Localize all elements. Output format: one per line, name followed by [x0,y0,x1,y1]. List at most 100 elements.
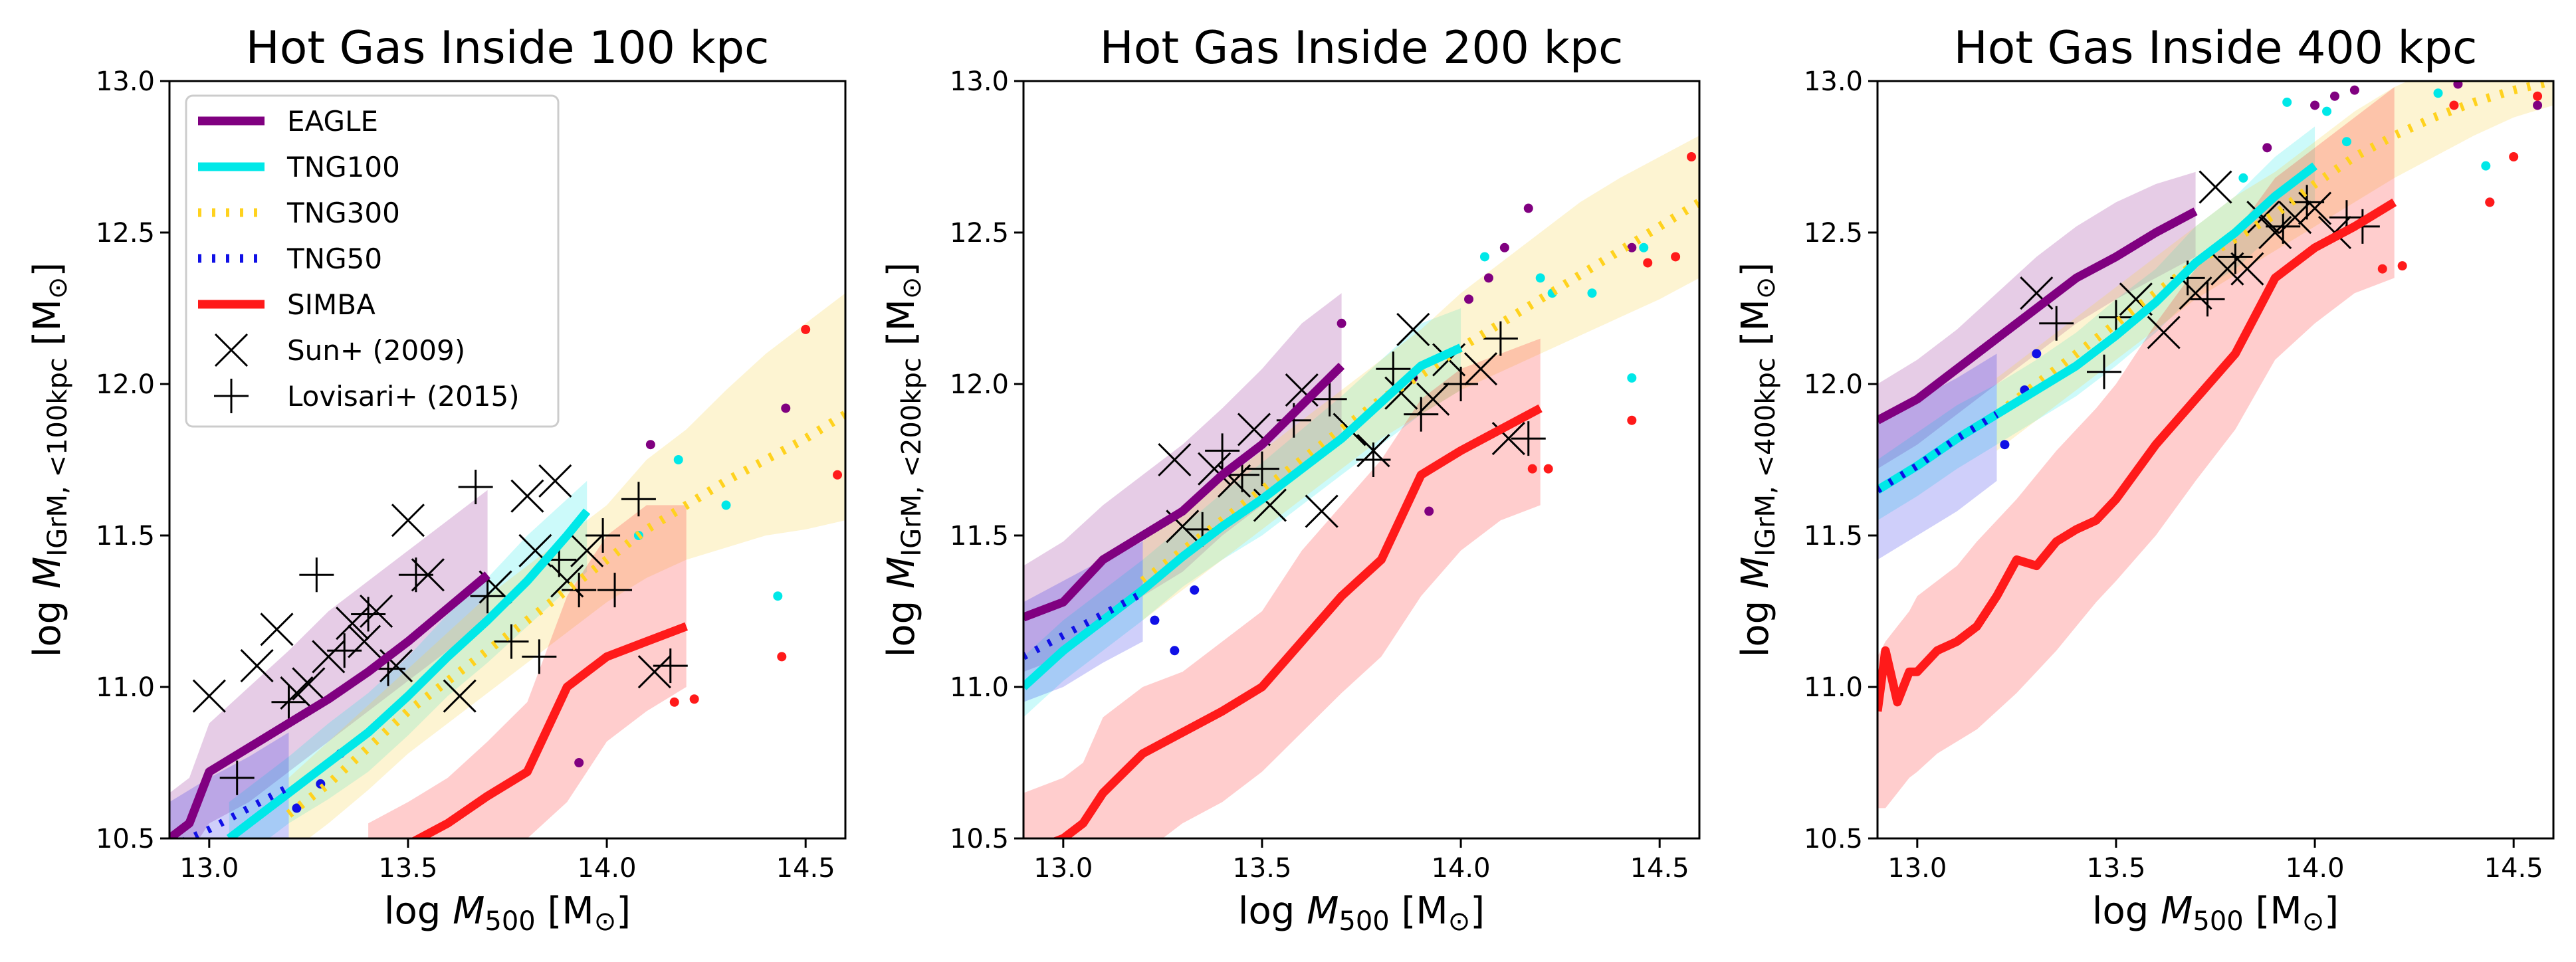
point-tng50 [2032,349,2042,359]
sun-marker [2179,276,2212,310]
lovisari-marker [219,760,255,795]
x-axis-label: log M500 [M⊙] [1238,890,1485,937]
legend-label: Lovisari+ (2015) [287,380,520,413]
point-simba [801,324,811,334]
y-axis-label: log MIGrM, <400kpc [M⊙] [1734,262,1781,657]
point-eagle [2453,81,2463,89]
legend-swatch [214,379,249,413]
panel-400kpc: 13.0 13.5 14.0 14.5 10.5 11.0 11.5 12.0 12.5 13.0… [1734,22,2555,937]
point-tng100 [721,500,731,510]
lovisari-marker [1356,442,1391,477]
sun-marker [2199,170,2232,204]
point-tng100 [2238,173,2248,183]
lovisari-marker [470,579,505,614]
lovisari-marker [1244,451,1279,486]
sun-marker [312,640,346,674]
sun-marker [538,464,572,498]
point-eagle [1483,273,1493,283]
y-tick-label: 12.5 [96,218,155,248]
band-eagle [1023,293,1342,672]
line-simba [410,622,689,838]
x-tick-label: 13.5 [378,853,437,884]
point-eagle [574,758,584,767]
lovisari-marker [1312,381,1347,417]
y-tick-label: 12.5 [950,218,1009,248]
point-simba [2485,197,2495,207]
band-tng300 [1142,136,1699,621]
y-tick-label: 12.0 [1804,369,1863,400]
lovisari-marker [653,648,688,684]
point-tng50 [1190,585,1200,595]
sun-marker [1384,376,1418,410]
y-tick-label: 13.0 [1804,66,1863,97]
point-tng50 [1170,646,1180,656]
lovisari-marker [2039,306,2074,341]
sun-marker [1396,312,1430,346]
point-tng100 [1627,373,1637,383]
y-tick-label: 11.0 [950,672,1009,703]
point-tng100 [1587,288,1597,298]
point-eagle [1424,506,1434,516]
sun-marker [2298,191,2332,225]
y-tick-label: 12.0 [950,369,1009,400]
point-eagle [781,403,791,413]
point-simba [1687,152,1697,161]
y-tick-label: 11.5 [1804,521,1863,551]
point-simba [689,694,699,704]
legend-label: SIMBA [287,288,376,321]
lovisari-marker [2266,209,2301,244]
lovisari-marker [2218,239,2253,274]
band-tng300 [1996,81,2553,451]
sun-marker [2246,201,2280,235]
sun-marker [550,564,584,598]
x-tick-label: 13.5 [2086,853,2145,884]
lovisari-marker [1444,367,1479,401]
sun-marker [1416,382,1450,416]
sun-marker [1463,352,1498,386]
y-tick-label: 11.5 [950,521,1009,551]
legend-item-tng300: TNG300 [198,197,400,229]
x-tick-label: 14.0 [1432,853,1491,884]
legend-item-simba: SIMBA [198,288,376,321]
legend-label: EAGLE [287,105,378,138]
legend-box [185,94,560,428]
point-tng100 [1479,252,1489,262]
band-simba [1878,87,2395,809]
band-simba [368,505,687,838]
sun-marker [1305,494,1339,528]
sun-marker [391,504,425,537]
lovisari-marker [597,573,633,608]
lovisari-marker [2290,185,2325,220]
legend-item-sun: Sun+ (2009) [214,333,465,367]
line-eagle [1023,363,1345,622]
lovisari-marker [621,482,656,517]
lovisari-marker [1483,321,1518,356]
panel-title: Hot Gas Inside 200 kpc [1100,22,1624,74]
panel-title: Hot Gas Inside 100 kpc [246,22,770,74]
legend-label: Sun+ (2009) [287,334,465,367]
sun-marker [570,533,604,567]
point-tng100 [673,455,683,464]
sun-marker [510,479,544,513]
lovisari-marker [562,573,597,608]
sun-marker [443,679,477,713]
point-eagle [1523,203,1533,213]
y-tick-label: 13.0 [96,66,155,97]
sun-marker [292,667,326,701]
lovisari-marker [398,557,433,593]
x-axis-label: log M500 [M⊙] [384,890,631,937]
legend-item-tng50: TNG50 [198,242,382,275]
x-tick-label: 14.0 [578,853,637,884]
point-simba [2533,91,2543,101]
point-tng100 [2341,137,2351,147]
y-tick-label: 11.0 [1804,672,1863,703]
axes-frame [168,80,847,840]
line-tng100 [1023,343,1463,690]
point-simba [1643,258,1653,268]
point-simba [1627,415,1637,425]
legend-label: TNG100 [286,151,400,183]
line-tng50 [1878,411,1999,494]
point-simba [1543,464,1553,474]
lovisari-marker [351,597,386,632]
legend-item-tng100: TNG100 [198,151,400,183]
